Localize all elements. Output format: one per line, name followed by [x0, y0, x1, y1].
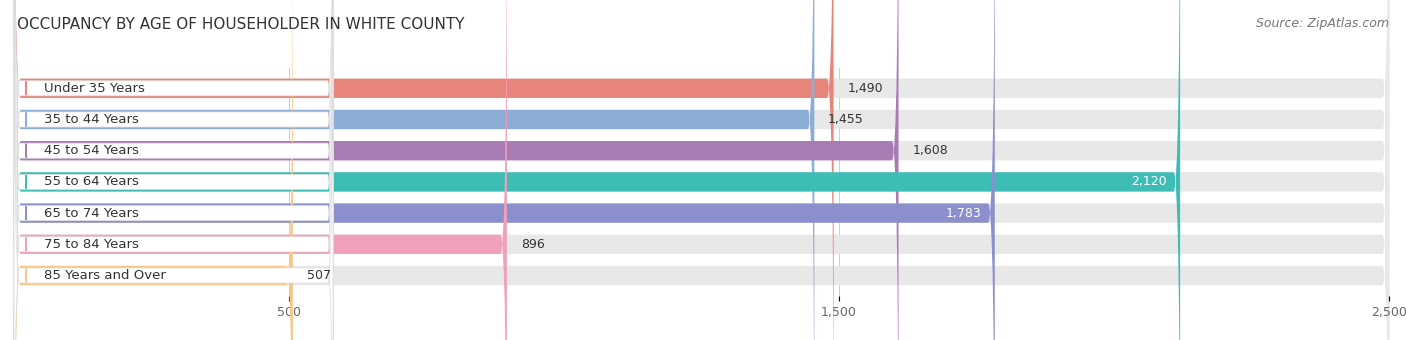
Text: 35 to 44 Years: 35 to 44 Years	[45, 113, 139, 126]
Text: 75 to 84 Years: 75 to 84 Years	[45, 238, 139, 251]
FancyBboxPatch shape	[14, 0, 1180, 340]
FancyBboxPatch shape	[14, 0, 1389, 340]
FancyBboxPatch shape	[14, 0, 995, 340]
FancyBboxPatch shape	[14, 0, 333, 340]
FancyBboxPatch shape	[14, 0, 1389, 340]
FancyBboxPatch shape	[14, 0, 1389, 340]
Text: 55 to 64 Years: 55 to 64 Years	[45, 175, 139, 188]
FancyBboxPatch shape	[14, 0, 333, 340]
Text: OCCUPANCY BY AGE OF HOUSEHOLDER IN WHITE COUNTY: OCCUPANCY BY AGE OF HOUSEHOLDER IN WHITE…	[17, 17, 464, 32]
Text: 1,783: 1,783	[945, 207, 981, 220]
FancyBboxPatch shape	[14, 0, 333, 340]
FancyBboxPatch shape	[14, 0, 292, 340]
Text: 65 to 74 Years: 65 to 74 Years	[45, 207, 139, 220]
FancyBboxPatch shape	[14, 0, 898, 340]
FancyBboxPatch shape	[14, 0, 834, 340]
Text: Source: ZipAtlas.com: Source: ZipAtlas.com	[1256, 17, 1389, 30]
Text: 85 Years and Over: 85 Years and Over	[45, 269, 166, 282]
Text: 1,608: 1,608	[912, 144, 948, 157]
Text: Under 35 Years: Under 35 Years	[45, 82, 145, 95]
Text: 45 to 54 Years: 45 to 54 Years	[45, 144, 139, 157]
FancyBboxPatch shape	[14, 0, 1389, 340]
FancyBboxPatch shape	[14, 0, 333, 340]
FancyBboxPatch shape	[14, 0, 333, 340]
FancyBboxPatch shape	[14, 0, 333, 340]
FancyBboxPatch shape	[14, 0, 1389, 340]
FancyBboxPatch shape	[14, 0, 1389, 340]
Text: 896: 896	[520, 238, 544, 251]
Text: 2,120: 2,120	[1130, 175, 1167, 188]
Text: 507: 507	[307, 269, 330, 282]
FancyBboxPatch shape	[14, 0, 333, 340]
Text: 1,490: 1,490	[848, 82, 883, 95]
FancyBboxPatch shape	[14, 0, 814, 340]
Text: 1,455: 1,455	[828, 113, 863, 126]
FancyBboxPatch shape	[14, 0, 1389, 340]
FancyBboxPatch shape	[14, 0, 508, 340]
